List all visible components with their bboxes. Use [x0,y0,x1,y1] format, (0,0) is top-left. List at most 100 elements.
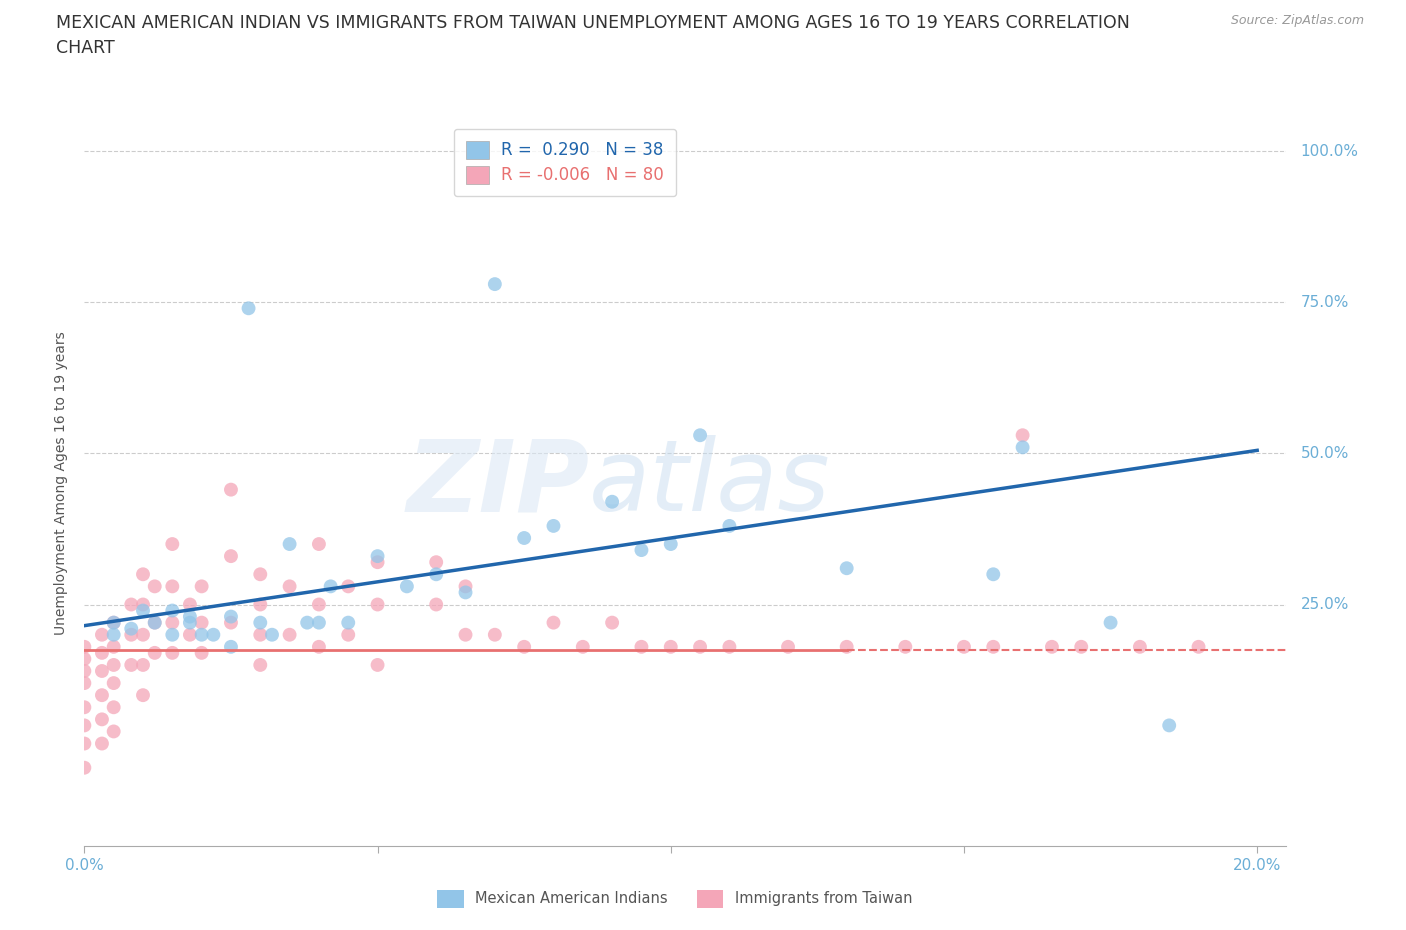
Point [103,700,125,715]
Point [132,658,155,672]
Point [630,542,652,557]
Text: atlas: atlas [589,435,831,532]
Point [337,578,360,594]
Legend: R =  0.290   N = 38, R = -0.006   N = 80: R = 0.290 N = 38, R = -0.006 N = 80 [454,128,676,196]
Point [1011,440,1033,455]
Point [219,640,242,655]
Point [835,640,858,655]
Point [367,597,389,612]
Point [337,616,360,631]
Point [484,277,506,292]
Point [103,628,125,643]
Point [238,301,260,316]
Point [894,640,917,655]
Point [132,597,155,612]
Point [718,519,741,534]
Point [981,640,1004,655]
Point [1070,640,1092,655]
Point [513,530,536,545]
Point [143,616,166,631]
Point [543,616,565,631]
Point [278,578,301,594]
Point [190,645,212,660]
Point [73,651,96,666]
Text: 50.0%: 50.0% [1301,445,1348,461]
Point [162,645,184,660]
Point [249,628,271,643]
Point [425,597,447,612]
Point [953,640,976,655]
Point [179,597,201,612]
Point [91,688,114,703]
Point [143,645,166,660]
Point [219,616,242,631]
Point [120,597,142,612]
Point [308,537,330,551]
Y-axis label: Unemployment Among Ages 16 to 19 years: Unemployment Among Ages 16 to 19 years [55,332,69,635]
Point [120,658,142,672]
Point [1159,718,1181,733]
Point [454,578,477,594]
Point [689,640,711,655]
Text: 25.0%: 25.0% [1301,597,1348,612]
Point [202,628,225,643]
Point [179,628,201,643]
Point [219,482,242,497]
Point [835,561,858,576]
Point [981,567,1004,582]
Text: CHART: CHART [56,39,115,57]
Point [543,519,565,534]
Point [659,537,682,551]
Point [73,675,96,690]
Point [143,578,166,594]
Point [162,604,184,618]
Point [103,724,125,738]
Text: ZIP: ZIP [406,435,589,532]
Point [718,640,741,655]
Point [162,537,184,551]
Point [513,640,536,655]
Point [179,609,201,624]
Point [73,700,96,715]
Point [73,718,96,733]
Point [190,628,212,643]
Point [630,640,652,655]
Legend: Mexican American Indians, Immigrants from Taiwan: Mexican American Indians, Immigrants fro… [432,884,918,913]
Point [132,567,155,582]
Point [103,658,125,672]
Point [143,616,166,631]
Point [572,640,595,655]
Point [91,737,114,751]
Point [1099,616,1122,631]
Point [278,537,301,551]
Point [103,616,125,631]
Point [600,495,623,510]
Point [659,640,682,655]
Point [425,567,447,582]
Point [249,597,271,612]
Point [162,616,184,631]
Point [73,761,96,776]
Point [219,549,242,564]
Point [179,616,201,631]
Point [103,675,125,690]
Point [395,578,418,594]
Point [337,628,360,643]
Point [1129,640,1152,655]
Point [91,664,114,679]
Point [91,712,114,727]
Point [132,688,155,703]
Point [249,658,271,672]
Point [367,554,389,569]
Point [319,578,342,594]
Point [219,609,242,624]
Point [103,640,125,655]
Point [295,616,318,631]
Point [132,604,155,618]
Point [132,628,155,643]
Point [91,645,114,660]
Point [73,664,96,679]
Point [689,428,711,443]
Point [454,585,477,600]
Point [103,616,125,631]
